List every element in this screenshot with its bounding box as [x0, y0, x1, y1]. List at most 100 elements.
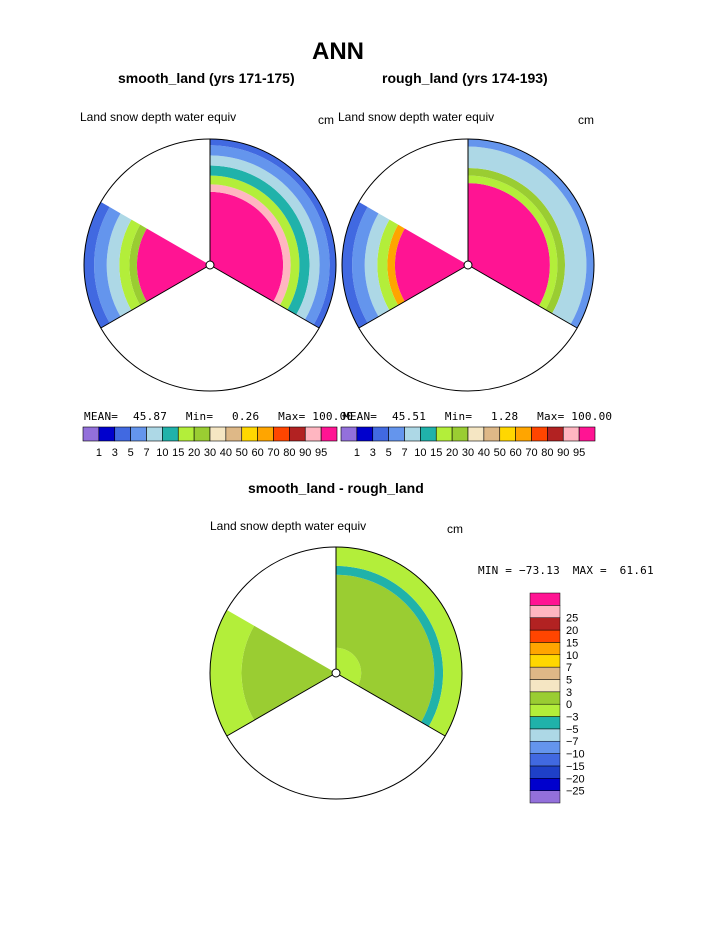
left-colorbar-swatch — [241, 426, 258, 442]
left-colorbar-swatch — [289, 426, 306, 442]
right-sector1-ring1 — [387, 224, 405, 306]
left-colorbar-tick-label: 10 — [156, 447, 168, 459]
right-colorbar-tick-label: 30 — [462, 447, 474, 459]
left-sector1-ring3 — [106, 213, 132, 317]
right-sector0-ring1 — [468, 175, 558, 310]
diff-colorbar-tick-label: −15 — [566, 761, 585, 773]
diff-polar-plot — [209, 546, 463, 800]
right-colorbar-tick-label: 95 — [573, 447, 585, 459]
left-sector1-ring4 — [94, 207, 121, 323]
left-colorbar-tick-label: 95 — [315, 447, 327, 459]
right-colorbar-swatch — [531, 426, 548, 442]
left-colorbar-swatch — [130, 426, 147, 442]
right-sector1-ring2 — [377, 219, 399, 311]
right-colorbar-tick-label: 60 — [510, 447, 522, 459]
right-center-marker — [463, 260, 473, 270]
right-colorbar-swatch — [515, 426, 532, 442]
diff-colorbar-swatch — [529, 642, 561, 656]
diff-colorbar-tick-label: 7 — [566, 662, 572, 674]
left-colorbar-swatch — [320, 426, 338, 442]
left-boundary-line-2 — [100, 264, 211, 329]
right-colorbar-tick-label: 5 — [386, 447, 392, 459]
diff-colorbar-swatch — [529, 666, 561, 680]
diff-title: smooth_land - rough_land — [248, 480, 424, 496]
left-min-value: 0.26 — [232, 410, 260, 423]
left-boundary-line-1 — [209, 264, 320, 329]
left-max-label: Max= — [278, 410, 306, 423]
left-colorbar-tick-label: 40 — [220, 447, 232, 459]
left-sector0-ring3 — [210, 165, 310, 315]
right-sector0-ring2 — [468, 167, 566, 314]
left-sector0-ring5 — [210, 145, 330, 325]
right-colorbar-tick-label: 50 — [494, 447, 506, 459]
left-colorbar-swatch — [193, 426, 211, 442]
right-min-label: Min= — [444, 410, 473, 423]
diff-min-label: MIN = — [478, 564, 513, 577]
left-colorbar-tick-label: 80 — [283, 447, 295, 459]
right-sector1-ring5 — [342, 202, 368, 328]
left-colorbar-swatch — [82, 426, 100, 442]
left-colorbar-tick-label: 1 — [96, 447, 102, 459]
right-sector0-ring0 — [468, 183, 550, 306]
left-colorbar-swatch — [273, 426, 290, 442]
left-colorbar-swatch — [177, 426, 195, 442]
diff-colorbar-swatch — [529, 765, 561, 779]
left-colorbar-swatch — [146, 426, 163, 442]
diff-colorbar-tick-label: 15 — [566, 637, 578, 649]
diff-colorbar-tick-label: −10 — [566, 749, 585, 761]
right-sector1-ring3 — [364, 213, 390, 317]
right-panel-title: rough_land (yrs 174-193) — [382, 70, 548, 86]
left-colorbar-swatch — [98, 426, 116, 442]
left-colorbar-tick-label: 7 — [143, 447, 149, 459]
left-field-label: Land snow depth water equiv — [80, 110, 237, 124]
diff-colorbar-swatch — [529, 703, 561, 717]
right-colorbar: 1 3 5 7 10 15 20 30 40 50 60 70 80 90 95 — [340, 426, 596, 459]
right-sector1-ring4 — [352, 207, 379, 323]
right-colorbar-swatch — [420, 426, 437, 442]
diff-colorbar-tick-label: 25 — [566, 613, 578, 625]
diff-colorbar-tick-label: −7 — [566, 736, 579, 748]
diff-colorbar-swatch — [529, 691, 561, 705]
left-min-label: Min= — [185, 410, 214, 423]
right-colorbar-swatch — [547, 426, 564, 442]
left-colorbar: 1 3 5 7 10 15 20 30 40 50 60 70 80 90 95 — [82, 426, 338, 459]
right-colorbar-tick-label: 70 — [525, 447, 537, 459]
right-stats: MEAN= 45.51 Min= 1.28 Max= 100.00 — [343, 410, 612, 423]
diff-sector0-ring2 — [336, 565, 444, 727]
right-colorbar-swatch — [451, 426, 469, 442]
diff-colorbar-tick-label: −20 — [566, 773, 585, 785]
left-panel-title: smooth_land (yrs 171-175) — [118, 70, 295, 86]
diff-colorbar-tick-label: −5 — [566, 724, 579, 736]
diff-colorbar-tick-label: −3 — [566, 712, 579, 724]
left-units-label: cm — [318, 113, 334, 127]
left-sector0-ring6 — [210, 139, 336, 328]
diff-colorbar-swatch — [529, 592, 561, 606]
left-center-marker — [205, 260, 215, 270]
diff-sector0-ring3 — [336, 547, 462, 736]
right-colorbar-tick-label: 3 — [370, 447, 376, 459]
left-sector1-ring1 — [129, 224, 147, 306]
left-stats: MEAN= 45.87 Min= 0.26 Max= 100.00 — [84, 410, 353, 423]
right-colorbar-swatch — [483, 426, 501, 442]
diff-colorbar-swatch — [529, 654, 561, 668]
right-colorbar-swatch — [562, 426, 580, 442]
left-mean-label: MEAN= — [84, 410, 119, 423]
left-colorbar-tick-label: 15 — [172, 447, 184, 459]
left-colorbar-tick-label: 20 — [188, 447, 200, 459]
right-colorbar-swatch — [388, 426, 405, 442]
diff-sector0-ring1 — [336, 574, 435, 723]
left-sector0-ring1 — [210, 184, 291, 306]
diff-colorbar-swatch — [529, 629, 561, 643]
left-colorbar-tick-label: 30 — [204, 447, 216, 459]
right-colorbar-swatch — [340, 426, 358, 442]
right-colorbar-tick-label: 1 — [354, 447, 360, 459]
diff-colorbar-tick-label: 3 — [566, 687, 572, 699]
right-colorbar-swatch — [467, 426, 485, 442]
right-boundary-line-2 — [358, 264, 469, 329]
left-sector0-ring0 — [210, 191, 284, 302]
diff-colorbar-tick-label: 5 — [566, 674, 572, 686]
right-colorbar-swatch — [404, 426, 421, 442]
page-title: ANN — [312, 38, 364, 65]
right-sector0-ring4 — [468, 139, 594, 328]
right-colorbar-swatch — [435, 426, 453, 442]
